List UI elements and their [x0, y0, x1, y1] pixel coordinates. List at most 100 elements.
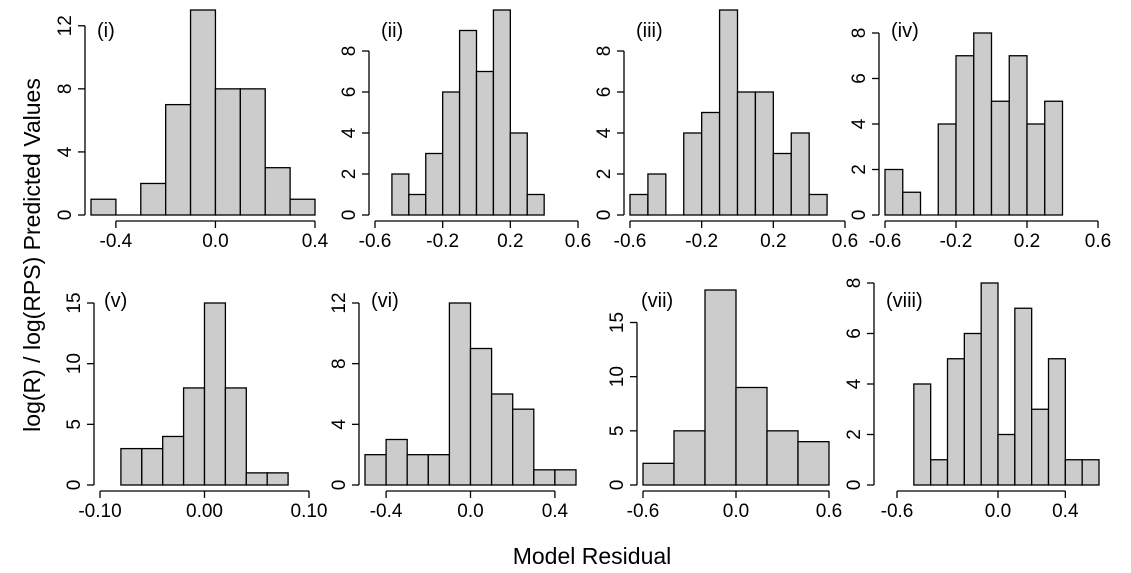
- histogram-bar: [930, 459, 949, 486]
- histogram-bar: [902, 191, 922, 216]
- histogram-bar: [683, 132, 703, 216]
- x-tick-label: 0.0: [985, 501, 1011, 522]
- x-tick-label: 0.10: [291, 501, 328, 522]
- histogram-bar: [718, 9, 739, 216]
- x-tick-label: -0.6: [627, 501, 660, 522]
- histogram-bar: [509, 132, 528, 216]
- histogram-bar: [1026, 123, 1046, 216]
- y-tick-label: 0: [844, 480, 865, 491]
- x-tick-label: 0.0: [457, 501, 483, 522]
- histogram-bar: [973, 32, 993, 216]
- y-tick-label: 12: [329, 292, 350, 313]
- y-tick-label: 6: [844, 328, 865, 339]
- y-tick-label: 10: [607, 366, 628, 387]
- y-tick-label: 6: [849, 73, 870, 84]
- y-tick-label: 6: [339, 87, 360, 98]
- histogram-bar: [120, 447, 143, 486]
- histogram-panel-4: -0.6 -0.2 0.2 0.6 0 2 4 6 8 (iv): [849, 20, 1111, 252]
- histogram-bar: [1008, 55, 1028, 216]
- histogram-bar: [425, 152, 444, 216]
- y-tick-label: 0: [607, 480, 628, 491]
- histogram-bar: [391, 173, 410, 216]
- y-tick-label: 0: [849, 210, 870, 221]
- histogram-bar: [266, 472, 289, 486]
- y-tick-label: 8: [339, 46, 360, 57]
- x-tick-label: 0.6: [1085, 231, 1111, 252]
- histogram-bar: [997, 433, 1016, 486]
- histogram-bar: [1064, 459, 1083, 486]
- y-tick-label: 15: [64, 292, 85, 313]
- y-tick-label: 0: [64, 480, 85, 491]
- x-tick-label: -0.10: [78, 501, 121, 522]
- y-tick-label: 8: [55, 84, 76, 95]
- x-tick-label: -0.6: [869, 231, 902, 252]
- histogram-panel-5: -0.10 0.00 0.10 0 5 10 15 (v): [64, 290, 327, 522]
- histogram-bar: [1081, 459, 1100, 486]
- y-tick-label: 6: [594, 87, 615, 98]
- panel-label: (i): [97, 20, 115, 42]
- x-tick-label: 0.4: [542, 501, 569, 522]
- histogram-bar: [884, 168, 904, 216]
- histogram-bar: [492, 9, 511, 216]
- panel-label: (vii): [641, 290, 673, 312]
- histogram-bar: [165, 103, 192, 216]
- histogram-bar: [458, 29, 478, 216]
- histogram-bar: [1031, 408, 1050, 486]
- histogram-bar: [1047, 358, 1066, 486]
- y-tick-label: 4: [844, 378, 865, 389]
- y-tick-label: 4: [594, 127, 615, 138]
- x-tick-label: 0.0: [723, 501, 749, 522]
- x-tick-label: -0.4: [370, 501, 403, 522]
- x-tick-label: 0.0: [202, 231, 228, 252]
- histogram-bar: [224, 387, 247, 486]
- x-tick-label: 0.2: [497, 231, 523, 252]
- y-tick-label: 8: [849, 28, 870, 39]
- histogram-bar: [189, 9, 217, 216]
- histogram-bar: [937, 123, 957, 216]
- histogram-bar: [239, 88, 266, 216]
- y-tick-label: 5: [607, 426, 628, 437]
- histogram-bar: [90, 198, 117, 216]
- histogram-bar: [629, 193, 649, 216]
- histogram-bar: [526, 193, 545, 216]
- histogram-bar: [475, 70, 495, 216]
- histogram-bar: [766, 430, 799, 486]
- y-tick-label: 4: [849, 118, 870, 129]
- y-tick-label: 15: [607, 312, 628, 333]
- histogram-bar: [1044, 100, 1064, 216]
- y-tick-label: 2: [594, 169, 615, 180]
- histogram-bar: [264, 167, 291, 216]
- histogram-bar: [289, 198, 316, 216]
- x-tick-label: 0.6: [565, 231, 591, 252]
- histogram-bar: [980, 282, 999, 486]
- x-tick-label: -0.2: [685, 231, 718, 252]
- histogram-bar: [554, 469, 577, 486]
- x-tick-label: 0.4: [1052, 501, 1079, 522]
- histogram-panel-6: -0.4 0.0 0.4 0 4 8 12 (vi): [329, 290, 577, 522]
- histogram-panel-3: -0.6 -0.2 0.2 0.6 0 2 4 6 8 (iii): [594, 9, 858, 252]
- histogram-panel-8: -0.6 0.0 0.4 0 2 4 6 8 (viii): [844, 278, 1100, 522]
- histogram-bar: [533, 469, 556, 486]
- panel-label: (v): [104, 290, 127, 312]
- histogram-bar: [427, 454, 451, 486]
- x-axis-label: Model Residual: [513, 543, 672, 569]
- histogram-bar: [1014, 307, 1033, 486]
- x-tick-label: 0.2: [760, 231, 786, 252]
- panel-label: (iii): [636, 20, 663, 42]
- histogram-bar: [512, 408, 535, 486]
- y-tick-label: 4: [329, 419, 350, 430]
- histogram-bar: [704, 289, 737, 486]
- histogram-bar: [772, 152, 792, 216]
- panel-label: (viii): [886, 290, 923, 312]
- histogram-bar: [913, 383, 932, 486]
- histogram-bar: [808, 193, 828, 216]
- x-tick-label: 0.00: [186, 501, 223, 522]
- histogram-bar: [182, 387, 206, 486]
- histogram-bar: [141, 447, 164, 486]
- x-tick-label: 0.6: [816, 501, 842, 522]
- histogram-bar: [214, 88, 241, 216]
- histogram-bar: [673, 430, 706, 486]
- histogram-bar: [735, 386, 768, 486]
